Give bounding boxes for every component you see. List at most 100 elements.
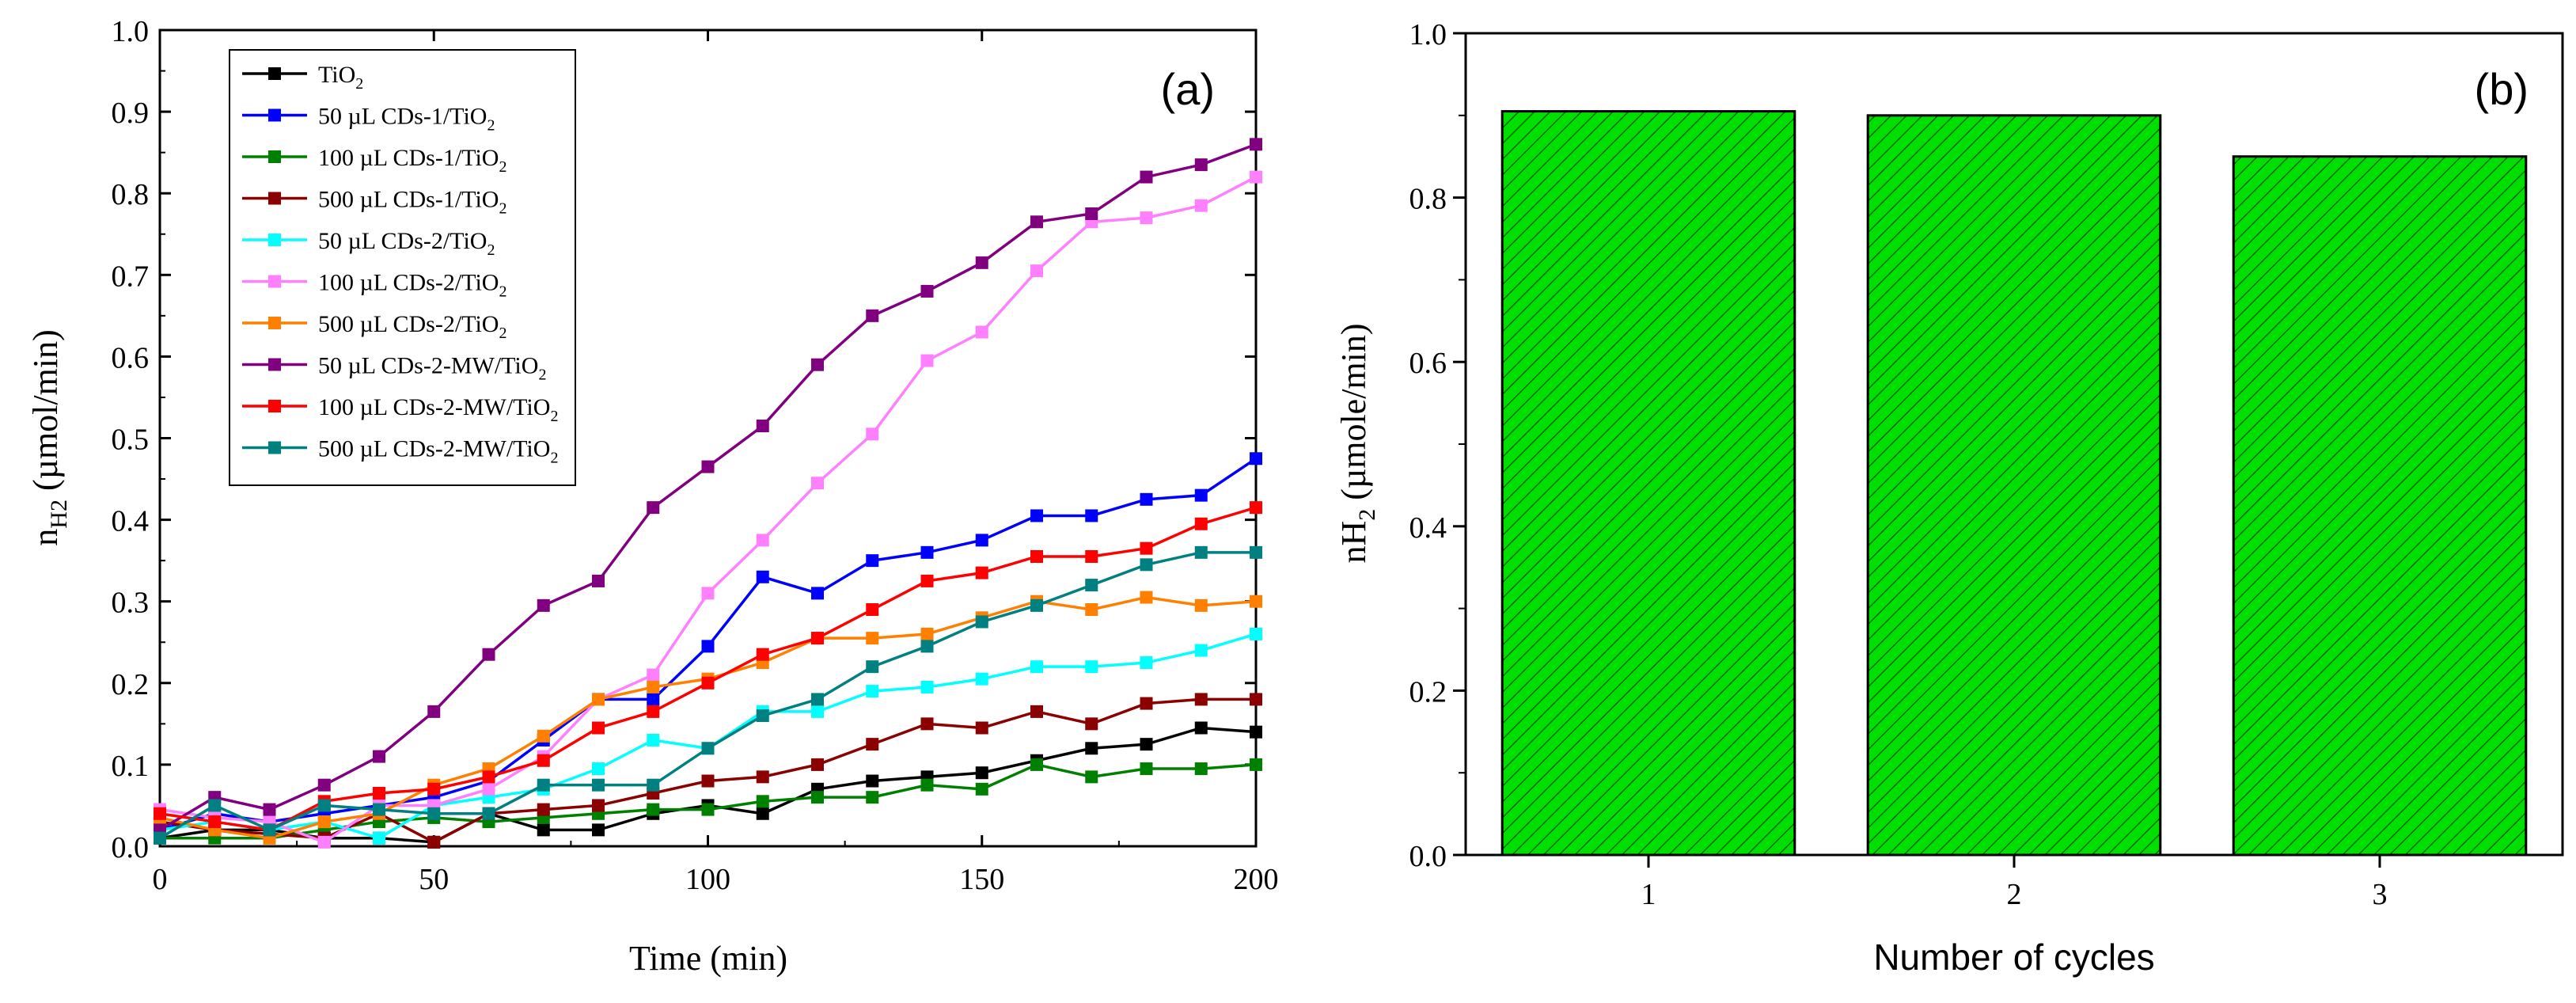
panel-a-legend-label-sub: 2 (499, 158, 506, 176)
panel-a-data-point (756, 770, 769, 784)
panel-a-data-point (1030, 758, 1043, 771)
panel-a-data-point (1030, 705, 1043, 718)
panel-a-data-point (647, 803, 660, 816)
panel-a-legend-label-sub: 2 (355, 75, 363, 93)
panel-a-data-point (756, 534, 769, 547)
panel-a-data-point (1250, 725, 1262, 739)
panel-a-data-point (1194, 199, 1208, 212)
panel-a-legend-swatch-marker (268, 150, 281, 163)
panel-a-data-point (1140, 697, 1153, 710)
panel-a-data-point (701, 676, 715, 690)
panel-a-data-point (537, 729, 550, 743)
panel-a-data-point (1085, 549, 1098, 563)
panel-a-data-point (592, 823, 605, 837)
panel-a-data-point (647, 705, 660, 718)
panel-a-x-tick-label: 200 (1234, 863, 1279, 896)
panel-a-data-point (373, 750, 385, 763)
panel-a-legend-label-text: 100 µL CDs-1/TiO (318, 145, 499, 171)
panel-a-legend-entry-9: 100 µL CDs-2-MW/TiO2 (242, 394, 558, 425)
panel-a-data-point (592, 574, 605, 587)
panel-a-data-point (756, 570, 769, 583)
panel-a-data-point (866, 309, 879, 322)
panel-a-data-point (537, 823, 550, 837)
panel-a-legend-swatch-marker (268, 441, 281, 454)
panel-a-data-point (920, 778, 934, 792)
panel-a-data-point (154, 831, 166, 845)
panel-a-data-point (263, 823, 276, 837)
panel-a-data-point (537, 803, 550, 816)
panel-a-data-point (866, 774, 879, 788)
panel-a-x-tick-label: 100 (685, 863, 730, 896)
panel-a-data-point (701, 742, 715, 755)
panel-a-data-point (647, 501, 660, 515)
panel-a-data-point (811, 705, 824, 718)
panel-a-data-point (920, 284, 934, 298)
panel-a-data-point (975, 566, 988, 579)
panel-a-y-tick-label: 0.1 (112, 750, 150, 783)
panel-a-data-point (866, 603, 879, 617)
panel-a-y-tick-label: 0.9 (112, 97, 150, 130)
panel-a-legend-label-text: 50 µL CDs-2/TiO (318, 228, 487, 254)
panel-a-y-tick-label: 1.0 (112, 15, 150, 48)
panel-a-data-point (975, 782, 988, 796)
panel-a-series-10 (154, 545, 1262, 845)
panel-a-data-point (1194, 158, 1208, 172)
panel-a-data-point (1140, 762, 1153, 776)
panel-a-data-point (866, 791, 879, 804)
panel-a-data-point (1140, 738, 1153, 751)
panel-a-data-point (1194, 545, 1208, 559)
panel-a-legend-swatch-marker (268, 275, 281, 288)
panel-b-y-axis-title: nH2 (µmole/min) (1334, 323, 1380, 563)
panel-b-y-tick-label: 0.8 (1409, 183, 1447, 216)
panel-a-data-point (756, 648, 769, 661)
panel-a-data-point (1140, 656, 1153, 670)
panel-b-y-tick-label: 0.2 (1409, 675, 1447, 709)
panel-b-label: (b) (2475, 64, 2529, 114)
panel-a-x-axis: 0 50 100 150 200 (153, 30, 1279, 896)
panel-b-y-axis: 0.0 0.2 0.4 0.6 0.8 1.0 (1409, 18, 1466, 873)
panel-a-data-point (811, 693, 824, 706)
panel-a-y-tick-label: 0.6 (112, 341, 150, 374)
panel-a-data-point (756, 420, 769, 433)
panel-a-data-point (975, 534, 988, 547)
panel-a-data-point (1250, 693, 1262, 706)
panel-a-data-point (1250, 138, 1262, 151)
panel-a-data-point (1194, 693, 1208, 706)
panel-a-legend-label: 50 µL CDs-2/TiO2 (318, 228, 495, 259)
panel-a-y-axis: 0.0 0.1 0.2 0.3 0.4 0.5 0.6 0.7 0.8 0.9 1.0 (112, 15, 1256, 864)
panel-a-legend-label-text: 50 µL CDs-2-MW/TiO (318, 353, 538, 379)
panel-a-data-point (482, 807, 495, 820)
panel-a-data-point (975, 325, 988, 339)
panel-a-data-point (317, 778, 331, 792)
panel-a-x-axis-title: Time (min) (629, 939, 787, 978)
panel-a-data-point (920, 354, 934, 367)
panel-a-data-point (811, 632, 824, 645)
panel-a-data-point (920, 717, 934, 731)
panel-a-data-point (701, 460, 715, 473)
panel-a-y-tick-label: 0.8 (112, 178, 150, 211)
panel-a-data-point (647, 680, 660, 693)
panel-a-y-tick-label: 0.4 (112, 505, 150, 538)
panel-a-data-point (1085, 742, 1098, 755)
panel-b-x-axis-title: Number of cycles (1873, 937, 2154, 978)
panel-a-data-point (317, 835, 331, 849)
panel-a-data-point (866, 554, 879, 568)
panel-a-data-point (866, 738, 879, 751)
panel-b-bar-chart: 0.0 0.2 0.4 0.6 0.8 1.0 1 2 3 (b) Number of cyc… (1334, 18, 2564, 978)
panel-a-data-point (482, 782, 495, 796)
panel-a-data-point (866, 427, 879, 441)
panel-a-data-point (1140, 170, 1153, 184)
panel-a-data-point (1085, 509, 1098, 522)
panel-a-data-point (1085, 770, 1098, 784)
panel-a-y-tick-label: 0.3 (112, 587, 150, 620)
panel-a-legend-label-sub: 2 (550, 450, 558, 467)
panel-a-data-point (1194, 598, 1208, 612)
panel-a-legend-swatch-marker (268, 234, 281, 246)
panel-a-legend-label: 500 µL CDs-2/TiO2 (318, 311, 506, 342)
panel-a-series-8 (154, 138, 1262, 837)
panel-a-legend-label-sub: 2 (538, 367, 546, 384)
panel-a-data-point (975, 672, 988, 686)
panel-a-data-point (592, 721, 605, 735)
